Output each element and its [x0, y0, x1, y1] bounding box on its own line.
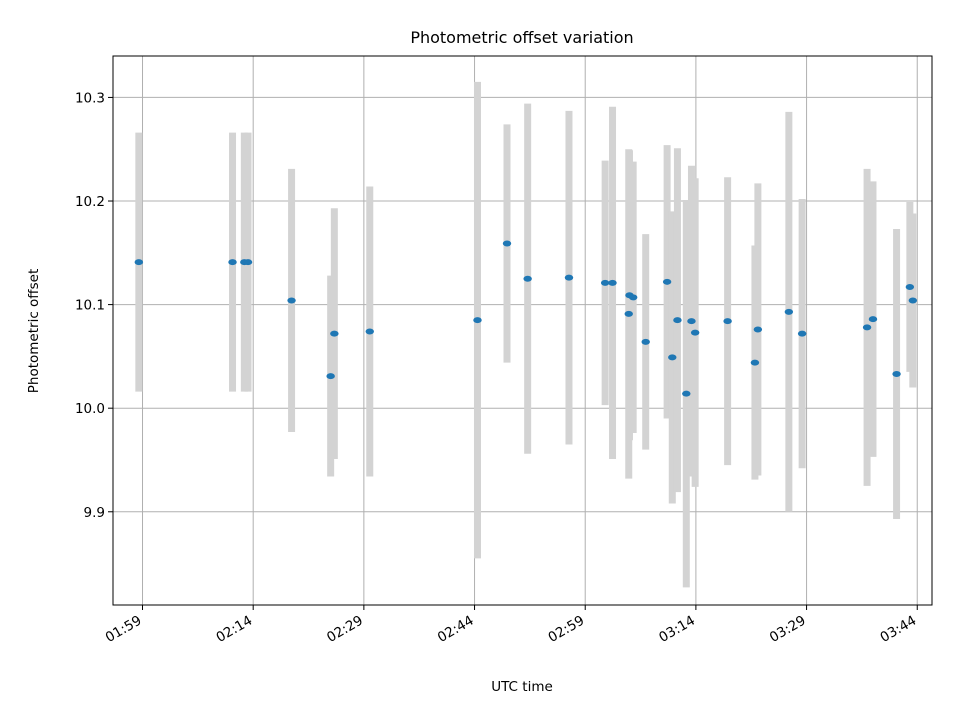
data-point — [750, 359, 760, 366]
data-point — [797, 330, 807, 337]
data-point — [134, 259, 144, 266]
chart-title: Photometric offset variation — [410, 28, 633, 47]
data-point — [690, 329, 700, 336]
data-point — [905, 283, 915, 290]
data-point — [868, 316, 878, 323]
data-point — [365, 328, 374, 335]
y-axis-label: Photometric offset — [26, 269, 42, 393]
plot-frame — [112, 55, 933, 606]
data-point — [687, 318, 696, 325]
y-tick-label: 10.3 — [75, 90, 105, 106]
data-point — [624, 310, 633, 317]
data-point — [473, 317, 482, 324]
data-point — [908, 297, 918, 304]
data-point — [330, 330, 339, 337]
grid-lines — [113, 56, 932, 605]
data-point — [892, 371, 901, 378]
data-point — [784, 308, 794, 315]
y-tick-label: 10.2 — [75, 194, 105, 210]
data-point — [662, 278, 672, 285]
y-axis-ticks: 9.9 10.0 10.1 10.2 10.3 — [75, 90, 113, 521]
y-tick-label: 10.0 — [75, 401, 105, 417]
data-point — [723, 318, 732, 325]
data-point — [600, 279, 610, 286]
data-point — [673, 317, 682, 324]
y-tick-label: 9.9 — [84, 505, 105, 521]
data-points — [134, 240, 918, 397]
y-tick-label: 10.1 — [75, 298, 105, 314]
data-point — [668, 354, 677, 361]
data-point — [523, 275, 532, 282]
data-point — [287, 297, 296, 304]
data-point — [862, 324, 872, 331]
data-point — [243, 259, 253, 266]
data-point — [628, 294, 638, 301]
data-point — [682, 390, 691, 397]
data-point — [753, 326, 763, 333]
data-point — [641, 338, 650, 345]
data-point — [326, 373, 335, 380]
data-point — [564, 274, 574, 281]
data-point — [502, 240, 512, 247]
data-point — [228, 259, 237, 266]
data-point — [608, 279, 617, 286]
x-axis-label: UTC time — [491, 679, 553, 695]
